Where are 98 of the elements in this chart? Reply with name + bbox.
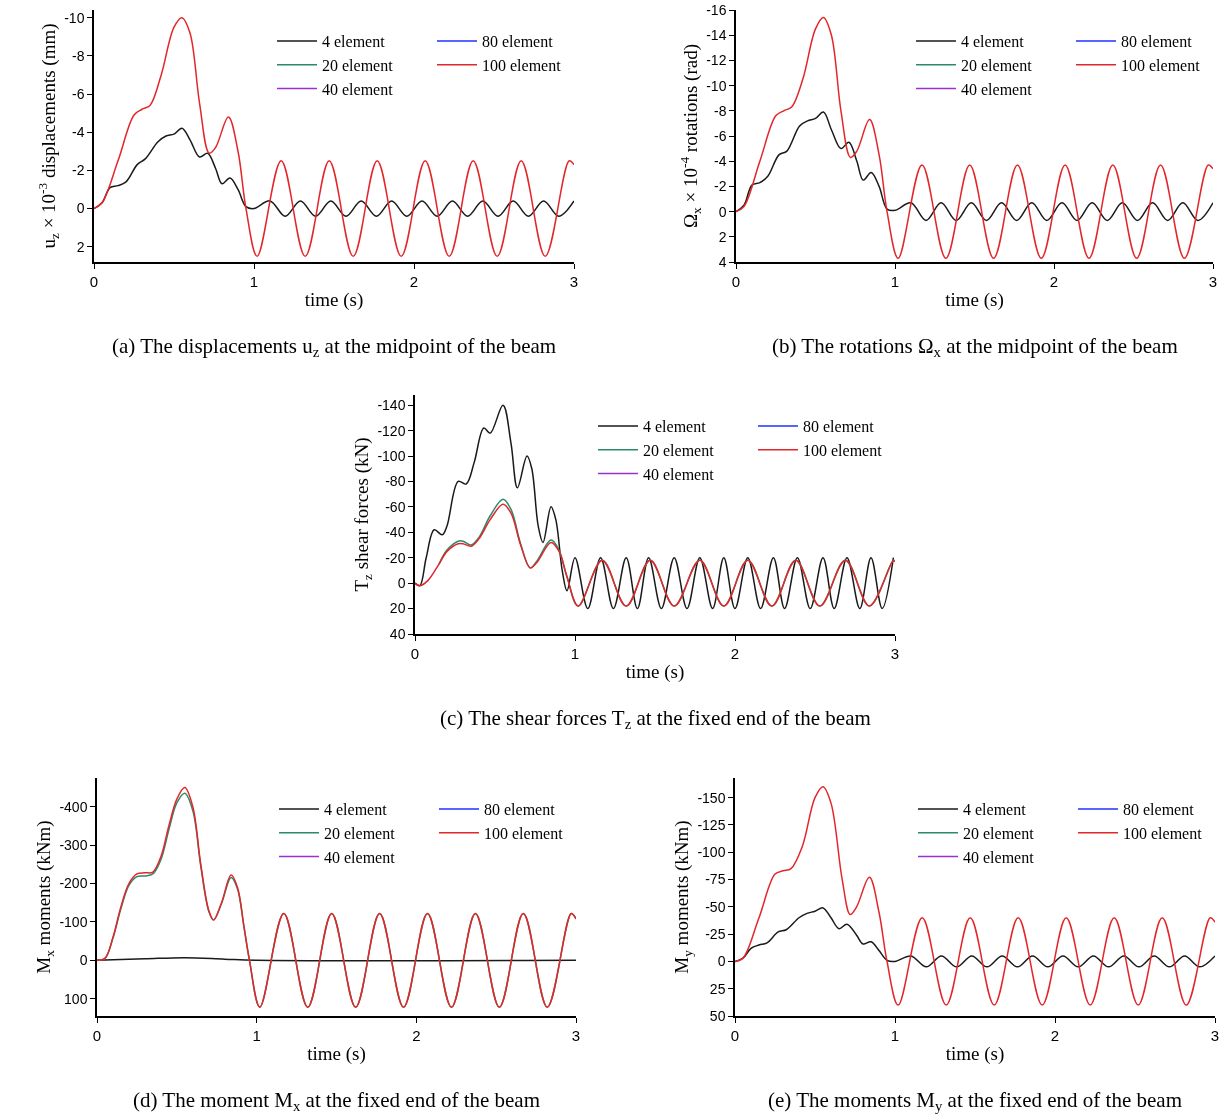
x-tick-label: 2	[409, 272, 419, 290]
x-tick-label: 0	[731, 272, 741, 290]
x-tick-label: 1	[249, 272, 259, 290]
x-tick-label: 2	[730, 644, 740, 662]
x-tick-label: 1	[890, 1026, 900, 1044]
y-tick-label: 0	[397, 575, 406, 592]
legend-label: 20 element	[322, 56, 394, 74]
y-tick-label: -2	[714, 178, 727, 195]
legend-label: 80 element	[803, 418, 875, 436]
legend-label: 4 element	[324, 801, 388, 819]
y-tick-label: -6	[72, 85, 85, 102]
x-tick-label: 3	[1208, 272, 1218, 290]
legend-label: 40 element	[643, 465, 715, 483]
y-tick-label: -300	[59, 837, 88, 854]
x-tick-label: 2	[412, 1026, 421, 1044]
legend-label: 40 element	[324, 848, 396, 866]
y-tick-label: -200	[59, 875, 88, 892]
text: (a) The displacements u$_{z}$ at the midpoint of the beam	[112, 334, 557, 361]
y-tick-label: -8	[72, 47, 85, 64]
y-tick-label: -50	[705, 898, 726, 915]
y-tick-label: -10	[706, 77, 727, 94]
legend-label: 80 element	[484, 801, 556, 819]
x-axis-title: time (s)	[307, 1043, 366, 1066]
y-tick-label: 4	[718, 253, 727, 270]
y-tick-label: 2	[718, 228, 727, 245]
x-tick-label: 3	[890, 644, 900, 662]
text: (d) The moment M$_{x}$ at the fixed end of the beam	[133, 1088, 541, 1115]
legend-label: 80 element	[482, 33, 554, 51]
legend-label: 80 element	[1121, 33, 1193, 51]
y-tick-label: -4	[72, 124, 85, 141]
y-tick-label: 25	[709, 980, 726, 997]
legend-label: 80 element	[1123, 801, 1195, 819]
y-tick-label: -400	[59, 798, 88, 815]
legend-label: 4 element	[322, 33, 386, 51]
legend-label: 100 element	[482, 56, 562, 74]
legend-label: 40 element	[961, 80, 1033, 98]
x-axis-title: time (s)	[625, 661, 685, 684]
y-tick-label: 0	[79, 952, 88, 969]
legend-label: 100 element	[1123, 824, 1203, 842]
y-tick-label: -140	[377, 397, 406, 414]
legend-label: 4 element	[643, 418, 707, 436]
y-tick-label: -16	[706, 1, 727, 18]
x-tick-label: 2	[1050, 1026, 1060, 1044]
y-tick-label: -4	[714, 153, 727, 170]
y-tick-label: 0	[76, 200, 85, 217]
y-tick-label: -12	[706, 52, 727, 69]
legend-label: 100 element	[1121, 56, 1201, 74]
legend-label: 100 element	[803, 441, 883, 459]
y-tick-label: -10	[64, 9, 85, 26]
x-tick-label: 3	[571, 1026, 581, 1044]
y-tick-label: -80	[385, 473, 406, 490]
legend-label: 20 element	[961, 56, 1033, 74]
legend-label: 100 element	[484, 824, 564, 842]
y-tick-label: -100	[697, 844, 726, 861]
y-tick-label: -120	[377, 422, 406, 439]
y-tick-label: -40	[385, 524, 406, 541]
y-tick-label: 2	[76, 238, 85, 255]
legend-label: 20 element	[324, 824, 396, 842]
y-tick-label: -6	[714, 127, 727, 144]
y-tick-label: -75	[705, 871, 726, 888]
x-axis-title: time (s)	[304, 289, 364, 312]
legend-label: 40 element	[963, 848, 1035, 866]
y-tick-label: -150	[697, 789, 726, 806]
x-tick-label: 1	[890, 272, 900, 290]
y-tick-label: 0	[718, 203, 727, 220]
legend-label: 4 element	[963, 801, 1027, 819]
x-tick-label: 3	[1210, 1026, 1220, 1044]
y-tick-label: -14	[706, 27, 727, 44]
y-tick-label: 0	[717, 953, 726, 970]
y-tick-label: 20	[389, 600, 406, 617]
y-tick-label: -100	[377, 447, 406, 464]
legend-label: 20 element	[643, 441, 715, 459]
legend-label: 40 element	[322, 80, 394, 98]
x-tick-label: 1	[570, 644, 580, 662]
x-tick-label: 0	[410, 644, 420, 662]
y-tick-label: -100	[59, 913, 88, 930]
x-tick-label: 0	[730, 1026, 740, 1044]
x-axis-title: time (s)	[945, 1043, 1005, 1066]
x-tick-label: 1	[252, 1026, 261, 1044]
legend-label: 20 element	[963, 824, 1035, 842]
x-axis-title: time (s)	[945, 289, 1004, 312]
x-tick-label: 0	[89, 272, 99, 290]
y-tick-label: 50	[709, 1007, 726, 1024]
x-tick-label: 0	[92, 1026, 102, 1044]
y-tick-label: -8	[714, 102, 727, 119]
y-tick-label: 40	[389, 625, 406, 642]
y-tick-label: -60	[385, 498, 406, 515]
text: (c) The shear forces T$_{z}$ at the fixed end of the beam	[440, 706, 871, 733]
legend-label: 4 element	[961, 33, 1025, 51]
y-tick-label: -20	[385, 549, 406, 566]
text: (b) The rotations Ω$_{x}$ at the midpoint of the beam	[772, 334, 1178, 361]
x-tick-label: 2	[1049, 272, 1059, 290]
x-tick-label: 3	[569, 272, 579, 290]
text: (e) The moments M$_{y}$ at the fixed end of the beam	[768, 1088, 1182, 1115]
y-tick-label: -2	[72, 162, 85, 179]
y-tick-label: 100	[64, 990, 88, 1007]
y-tick-label: -25	[705, 926, 726, 943]
y-tick-label: -125	[697, 816, 726, 833]
